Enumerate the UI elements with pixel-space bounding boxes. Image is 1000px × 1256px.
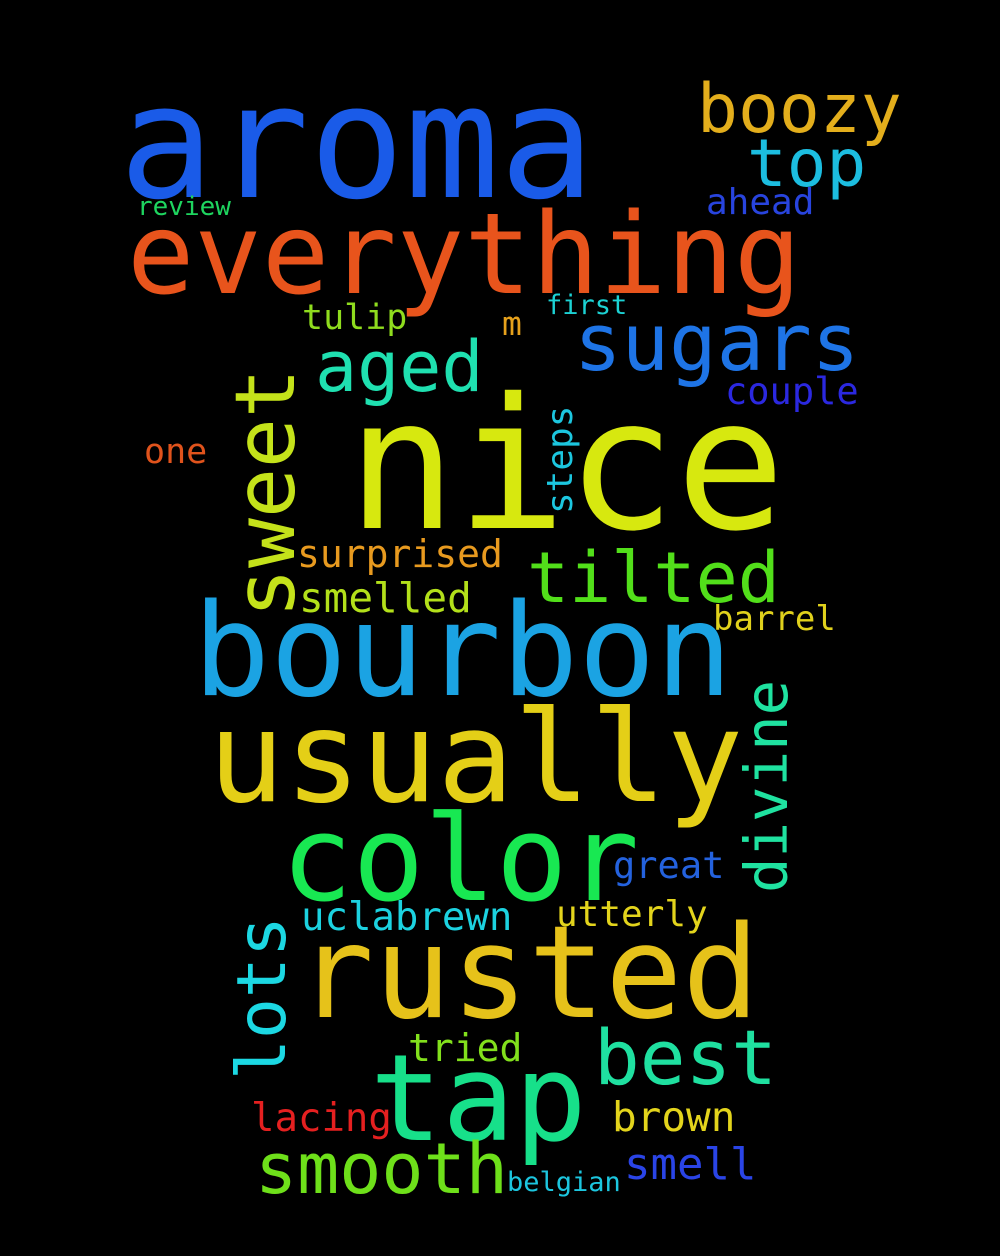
word-steps: steps (540, 405, 581, 514)
word-ahead: ahead (706, 182, 815, 223)
word-bourbon: bourbon (193, 577, 733, 726)
word-tilted: tilted (527, 537, 780, 619)
word-brown: brown (612, 1093, 736, 1141)
word-first: first (546, 290, 628, 321)
word-top: top (747, 125, 867, 202)
word-couple: couple (725, 370, 859, 413)
word-review: review (137, 192, 231, 222)
word-aged: aged (315, 326, 484, 408)
word-sugars: sugars (574, 297, 860, 389)
word-divine: divine (732, 679, 801, 893)
word-m: m (502, 304, 522, 343)
word-uclabrewn: uclabrewn (301, 895, 513, 940)
word-color: color (281, 791, 640, 929)
word-lacing: lacing (251, 1096, 392, 1141)
word-surprised: surprised (297, 532, 503, 576)
word-tried: tried (408, 1026, 523, 1070)
word-best: best (594, 1013, 778, 1102)
word-everything: everything (127, 190, 802, 320)
word-tap: tap (370, 1030, 587, 1169)
word-nice: nice (347, 359, 786, 571)
word-smell: smell (624, 1139, 757, 1190)
word-rusted: rusted (297, 899, 760, 1048)
word-one: one (144, 432, 208, 472)
word-tulip: tulip (302, 298, 408, 338)
word-aroma: aroma (119, 51, 595, 235)
word-smooth: smooth (255, 1128, 508, 1210)
word-usually: usually (208, 683, 744, 831)
word-lots: lots (223, 916, 302, 1080)
word-great: great (613, 844, 725, 887)
word-utterly: utterly (556, 894, 708, 935)
word-smelled: smelled (299, 574, 472, 622)
word-belgian: belgian (507, 1167, 621, 1198)
word-barrel: barrel (713, 599, 836, 639)
word-boozy: boozy (697, 70, 902, 149)
